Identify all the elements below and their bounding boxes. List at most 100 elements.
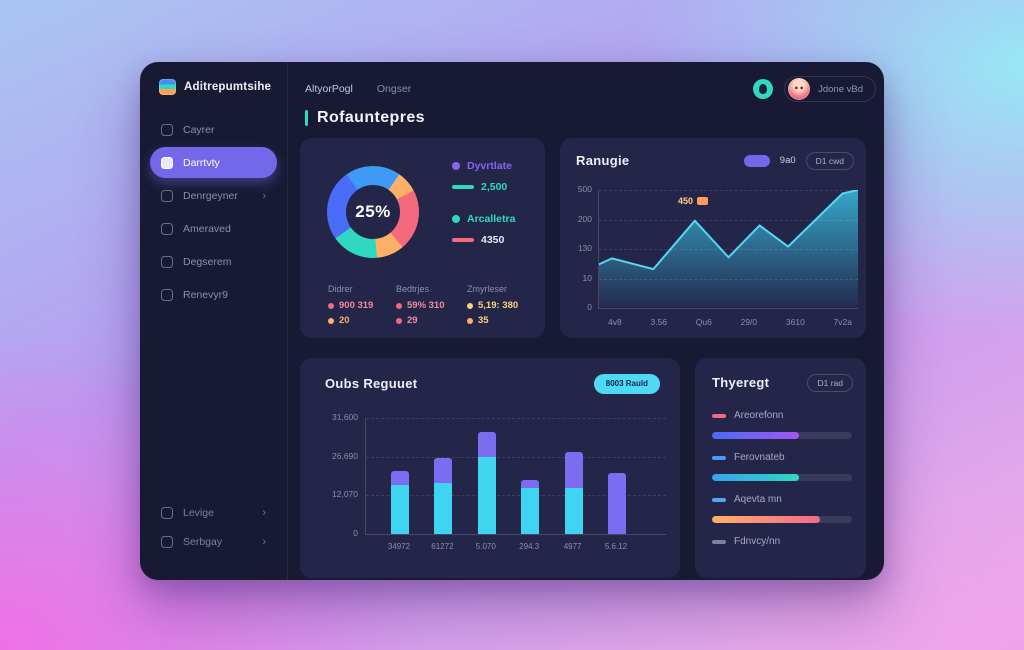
sidebar-item-label: Degserem bbox=[183, 255, 232, 268]
gridline bbox=[599, 190, 858, 191]
sidebar-item[interactable]: Renevyr9 bbox=[150, 279, 277, 310]
stat-dot bbox=[328, 302, 334, 309]
sidebar-item-label: Levige bbox=[183, 507, 214, 519]
line-y-axis-labels: 500 200 130 10 0 bbox=[566, 184, 592, 312]
legend-label: Dyvrtlate bbox=[467, 160, 512, 172]
y-tick-label: 500 bbox=[577, 184, 592, 194]
progress-tick bbox=[712, 413, 726, 418]
menu-icon bbox=[161, 123, 173, 136]
stat-value: 900 319 bbox=[339, 300, 374, 311]
stat-value-row: 35 bbox=[467, 315, 539, 326]
progress-row: Areorefonn bbox=[712, 410, 852, 421]
nav-link-2[interactable]: Ongser bbox=[376, 83, 412, 95]
menu-icon bbox=[161, 222, 173, 235]
chart-tooltip-value: 450 bbox=[678, 196, 694, 206]
sidebar-item[interactable]: Cayrer bbox=[150, 114, 277, 145]
menu-icon bbox=[161, 536, 173, 548]
dashboard-window: Aditrepumtsihe Cayrer Darrtvty Denrgeyner ›… bbox=[140, 62, 884, 580]
sidebar-item[interactable]: Degserem bbox=[150, 246, 277, 277]
bar-segment-cyan bbox=[564, 487, 583, 534]
bar-segment-purple bbox=[608, 472, 626, 534]
progress-label: Areorefonn bbox=[734, 410, 784, 421]
stat-label: Didrer bbox=[328, 284, 353, 294]
stat-value: 5,19: 380 bbox=[478, 300, 519, 311]
legend-label: Arcalletra bbox=[467, 213, 516, 225]
stat-value: 20 bbox=[339, 315, 350, 326]
gridline bbox=[599, 278, 858, 280]
y-tick-label: 10 bbox=[582, 272, 592, 283]
bar-action-button[interactable]: 8003 Rauld bbox=[593, 373, 660, 394]
y-tick-label: 31,600 bbox=[332, 412, 358, 422]
progress-row: Aqevta mn bbox=[712, 494, 852, 505]
line-x-axis-labels: 4v8 3.56 Qu6 29/0 3610 7v2a bbox=[598, 317, 858, 327]
sidebar-footer-item[interactable]: Serbgay › bbox=[150, 529, 277, 555]
legend-marker bbox=[452, 162, 460, 170]
progress-card: Thyeregt D1 rad Areorefonn Ferovnateb Aqev… bbox=[695, 358, 866, 578]
progress-filter-button[interactable]: D1 rad bbox=[807, 373, 853, 392]
x-tick-label: Qu6 bbox=[695, 317, 712, 327]
progress-label: Fdnvcy/nn bbox=[734, 536, 781, 547]
user-menu[interactable]: Jdone vBd bbox=[784, 76, 876, 102]
stat-dot bbox=[396, 317, 402, 324]
sidebar-footer: Levige › Serbgay › bbox=[150, 500, 277, 555]
stat-label: Zmyrleser bbox=[467, 284, 507, 294]
stat-dot bbox=[328, 317, 334, 324]
stat-value: 29 bbox=[407, 315, 418, 326]
notification-icon[interactable] bbox=[753, 79, 774, 99]
sidebar-item-label: Cayrer bbox=[183, 123, 215, 136]
progress-track bbox=[712, 516, 852, 523]
donut-center-value: 25% bbox=[355, 202, 391, 221]
sidebar-footer-item[interactable]: Levige › bbox=[150, 500, 277, 526]
bar-column bbox=[477, 431, 496, 534]
area-chart bbox=[599, 190, 858, 308]
stat-column: Bedtrjes 59% 310 29 bbox=[396, 284, 467, 326]
sidebar-item[interactable]: Denrgeyner › bbox=[150, 180, 277, 211]
donut-chart: 25% bbox=[327, 166, 419, 258]
app-logo: Aditrepumtsihe bbox=[159, 79, 271, 95]
topbar: AltyorPogl Ongser Jdone vBd bbox=[305, 74, 876, 104]
page-title: Rofauntepres bbox=[317, 109, 425, 126]
y-tick-label: 26,690 bbox=[332, 450, 358, 461]
gridline bbox=[366, 456, 666, 458]
progress-track bbox=[712, 432, 852, 439]
menu-icon bbox=[161, 255, 173, 268]
page-title-row: Rofauntepres bbox=[305, 109, 425, 127]
user-name: Jdone vBd bbox=[818, 83, 863, 95]
menu-icon bbox=[161, 156, 173, 169]
legend-item: Dyvrtlate bbox=[452, 160, 515, 172]
y-tick-label: 0 bbox=[587, 302, 592, 312]
x-tick-label: 34972 bbox=[387, 542, 411, 551]
stat-value-row: 59% 310 bbox=[396, 300, 467, 311]
stat-label: Bedtrjes bbox=[396, 284, 430, 294]
progress-tick bbox=[712, 497, 726, 502]
stat-dot bbox=[396, 302, 402, 309]
bar-chart-card: Oubs Reguuet 8003 Rauld 31,600 26,690 12,0… bbox=[300, 358, 680, 578]
topbar-right: Jdone vBd bbox=[753, 76, 876, 102]
app-logo-text: Aditrepumtsihe bbox=[184, 81, 272, 93]
stat-value-row: 5,19: 380 bbox=[467, 300, 539, 311]
sidebar-item[interactable]: Darrtvty bbox=[150, 147, 277, 178]
donut-legend: Dyvrtlate 2,500 Arcalletra 4350 bbox=[452, 160, 515, 246]
x-tick-label: 3.56 bbox=[650, 317, 668, 327]
stat-value-row: 900 319 bbox=[328, 300, 396, 311]
bar-card-header: Oubs Reguuet 8003 Rauld bbox=[325, 373, 660, 394]
y-tick-label: 0 bbox=[353, 527, 358, 538]
bar-segment-purple bbox=[434, 457, 453, 483]
line-card-title: Ranugie bbox=[576, 153, 630, 168]
stat-dot bbox=[467, 302, 473, 309]
bar-y-axis-labels: 31,600 26,690 12,070 0 bbox=[310, 412, 358, 538]
chart-tooltip-badge bbox=[697, 197, 709, 205]
progress-row: Fdnvcy/nn bbox=[712, 536, 852, 547]
x-tick-label: 3610 bbox=[785, 317, 805, 327]
line-range-button[interactable]: D1 cwd bbox=[805, 151, 854, 170]
donut-hole: 25% bbox=[346, 185, 400, 239]
nav-link-1[interactable]: AltyorPogl bbox=[305, 83, 353, 95]
gridline bbox=[599, 219, 858, 221]
sidebar-item[interactable]: Ameraved bbox=[150, 213, 277, 244]
bar-card-controls: 8003 Rauld bbox=[593, 373, 660, 394]
donut-stats: Didrer 900 319 20 Bedtrjes 59% 310 29 Zmyrlese… bbox=[328, 284, 539, 326]
avatar bbox=[788, 78, 811, 100]
stat-column: Didrer 900 319 20 bbox=[328, 284, 396, 326]
sidebar-item-label: Serbgay bbox=[183, 536, 223, 548]
